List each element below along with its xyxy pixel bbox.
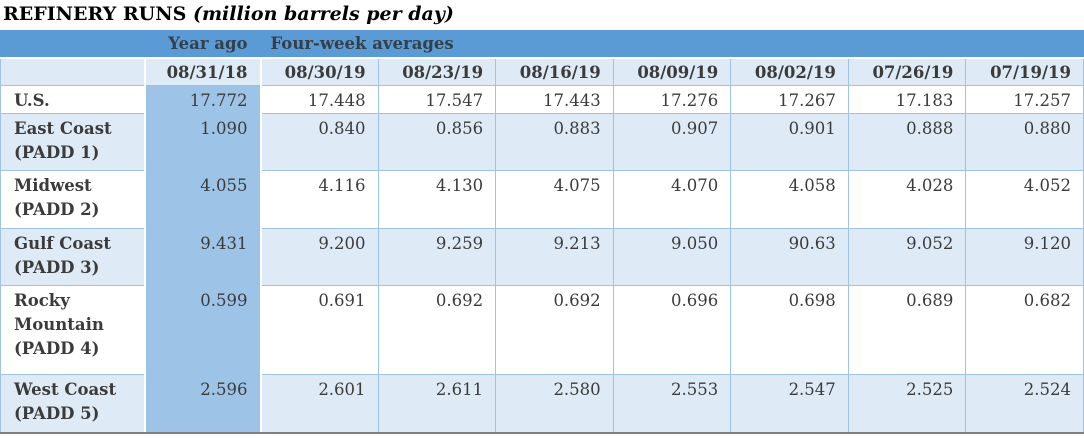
year-ago-value: 1.090	[143, 113, 262, 171]
week-value: 4.070	[612, 170, 732, 229]
week-value: 0.691	[260, 285, 379, 375]
week-value: 17.448	[260, 85, 379, 114]
week-value: 2.525	[847, 374, 967, 434]
week-value: 0.698	[730, 285, 849, 375]
table-row-rocky-mountain: Rocky Mountain (PADD 4) 0.599 0.691 0.69…	[0, 285, 1084, 375]
table-row-west-coast: West Coast (PADD 5) 2.596 2.601 2.611 2.…	[0, 374, 1084, 434]
year-ago-value: 9.431	[143, 228, 262, 286]
row-label: Gulf Coast (PADD 3)	[0, 228, 145, 286]
week-value: 4.130	[377, 170, 497, 229]
week-value: 0.692	[495, 285, 614, 375]
date-corner-cell	[0, 57, 145, 86]
refinery-runs-table: Year ago Four-week averages 08/31/18 08/…	[0, 30, 1084, 434]
week-value: 9.200	[260, 228, 379, 286]
row-label: Rocky Mountain (PADD 4)	[0, 285, 145, 375]
week-value: 0.880	[965, 113, 1084, 171]
week-value: 4.052	[965, 170, 1084, 229]
week-value: 9.050	[612, 228, 732, 286]
table-row-us: U.S. 17.772 17.448 17.547 17.443 17.276 …	[0, 85, 1084, 114]
week-date: 08/16/19	[495, 57, 614, 86]
date-header-row: 08/31/18 08/30/19 08/23/19 08/16/19 08/0…	[0, 57, 1084, 86]
page-title: REFINERY RUNS (million barrels per day)	[3, 2, 1084, 27]
week-value: 17.547	[377, 85, 497, 114]
week-date: 08/30/19	[260, 57, 379, 86]
header-band-row: Year ago Four-week averages	[0, 30, 1084, 59]
year-ago-value: 2.596	[143, 374, 262, 434]
week-date: 07/26/19	[847, 57, 967, 86]
header-corner-cell	[0, 30, 145, 59]
row-label: East Coast (PADD 1)	[0, 113, 145, 171]
week-value: 9.213	[495, 228, 614, 286]
week-date: 08/02/19	[730, 57, 849, 86]
week-value: 2.611	[377, 374, 497, 434]
week-value: 9.052	[847, 228, 967, 286]
week-value: 0.682	[965, 285, 1084, 375]
four-week-averages-header: Four-week averages	[260, 30, 1084, 59]
week-value: 90.63	[730, 228, 849, 286]
year-ago-header: Year ago	[143, 30, 262, 59]
week-value: 9.259	[377, 228, 497, 286]
week-value: 0.840	[260, 113, 379, 171]
week-value: 17.183	[847, 85, 967, 114]
week-value: 0.888	[847, 113, 967, 171]
week-value: 0.883	[495, 113, 614, 171]
week-value: 2.580	[495, 374, 614, 434]
table-row-gulf-coast: Gulf Coast (PADD 3) 9.431 9.200 9.259 9.…	[0, 228, 1084, 286]
week-value: 0.901	[730, 113, 849, 171]
week-value: 9.120	[965, 228, 1084, 286]
title-main: REFINERY RUNS	[3, 3, 193, 25]
table-row-midwest: Midwest (PADD 2) 4.055 4.116 4.130 4.075…	[0, 170, 1084, 229]
week-value: 2.553	[612, 374, 732, 434]
week-value: 17.443	[495, 85, 614, 114]
week-value: 4.116	[260, 170, 379, 229]
title-unit: (million barrels per day)	[192, 3, 454, 25]
week-date: 08/23/19	[377, 57, 497, 86]
row-label: West Coast (PADD 5)	[0, 374, 145, 434]
row-label: U.S.	[0, 85, 145, 114]
year-ago-value: 0.599	[143, 285, 262, 375]
week-value: 4.058	[730, 170, 849, 229]
week-value: 2.547	[730, 374, 849, 434]
week-value: 2.601	[260, 374, 379, 434]
week-value: 0.689	[847, 285, 967, 375]
week-value: 0.856	[377, 113, 497, 171]
year-ago-value: 17.772	[143, 85, 262, 114]
week-date: 07/19/19	[965, 57, 1084, 86]
week-value: 0.692	[377, 285, 497, 375]
week-date: 08/09/19	[612, 57, 732, 86]
week-value: 17.276	[612, 85, 732, 114]
week-value: 17.267	[730, 85, 849, 114]
week-value: 17.257	[965, 85, 1084, 114]
year-ago-date: 08/31/18	[143, 57, 262, 86]
week-value: 4.075	[495, 170, 614, 229]
week-value: 2.524	[965, 374, 1084, 434]
year-ago-value: 4.055	[143, 170, 262, 229]
week-value: 0.696	[612, 285, 732, 375]
week-value: 0.907	[612, 113, 732, 171]
week-value: 4.028	[847, 170, 967, 229]
row-label: Midwest (PADD 2)	[0, 170, 145, 229]
table-row-east-coast: East Coast (PADD 1) 1.090 0.840 0.856 0.…	[0, 113, 1084, 171]
